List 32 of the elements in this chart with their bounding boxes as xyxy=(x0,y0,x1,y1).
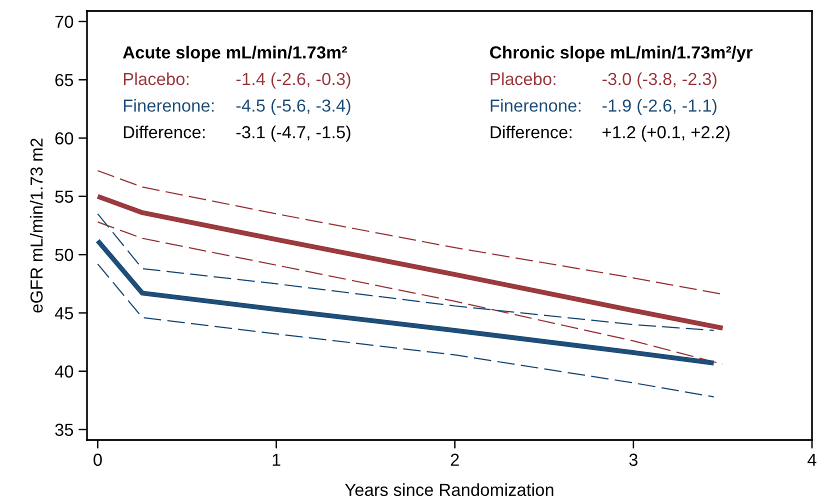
annotation: -4.5 (-5.6, -3.4) xyxy=(236,99,350,116)
line-series xyxy=(97,263,714,398)
line-series xyxy=(95,194,726,331)
x-axis-title: Years since Randomization xyxy=(345,483,554,496)
y-tick-label: 60 xyxy=(55,132,74,145)
annotation: +1.2 (+0.1, +2.2) xyxy=(602,126,730,142)
annotation: -3.0 (-3.8, -2.3) xyxy=(602,72,716,89)
y-tick-label: 65 xyxy=(55,74,74,86)
y-axis-title: eGFR mL/min/1.73 m2 xyxy=(30,138,43,313)
y-tick-label: 70 xyxy=(55,16,74,28)
annotation: -1.4 (-2.6, -0.3) xyxy=(236,72,350,89)
y-tick-label: 45 xyxy=(54,307,74,320)
y-tick-label: 35 xyxy=(55,424,74,436)
annotation: Difference: xyxy=(490,126,572,138)
annotation: Chronic slope mL/min/1.73m²/yr xyxy=(490,46,752,62)
x-tick-label: 4 xyxy=(808,454,816,466)
annotation: -1.9 (-2.6, -1.1) xyxy=(602,99,716,116)
x-tick-label: 0 xyxy=(94,454,102,466)
x-tick-label: 2 xyxy=(450,454,459,466)
annotation: Acute slope mL/min/1.73m² xyxy=(122,46,347,62)
line-series xyxy=(97,213,714,332)
annotation: Finerenone: xyxy=(124,99,214,112)
annotation: Placebo: xyxy=(124,72,189,86)
annotation: Placebo: xyxy=(490,72,556,86)
y-tick-label: 50 xyxy=(55,248,74,262)
annotation: Finerenone: xyxy=(490,99,580,112)
y-tick-label: 55 xyxy=(55,190,74,203)
y-tick-label: 40 xyxy=(54,365,74,378)
annotation: -3.1 (-4.7, -1.5) xyxy=(236,126,350,142)
x-tick-label: 3 xyxy=(629,454,638,466)
annotation: Difference: xyxy=(124,126,205,138)
x-tick-label: 1 xyxy=(272,454,280,466)
